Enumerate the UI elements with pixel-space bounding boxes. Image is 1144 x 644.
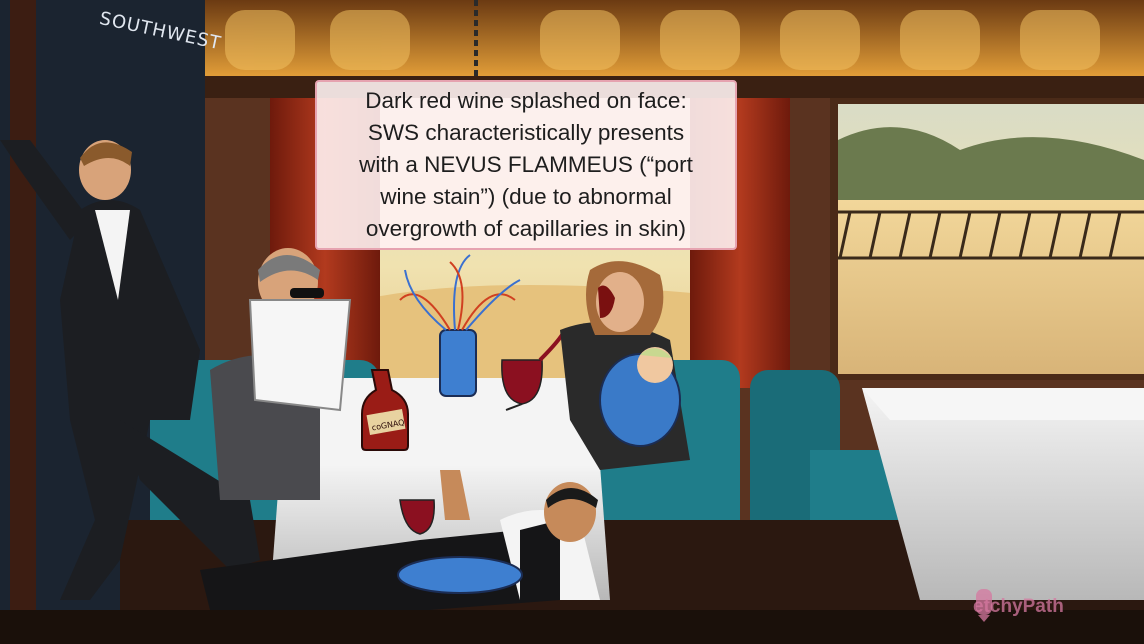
caption-text: Dark red wine splashed on face: SWS char… bbox=[359, 85, 693, 245]
caption-line-1: Dark red wine splashed on face: bbox=[365, 88, 687, 113]
port-wine-stain bbox=[598, 285, 615, 318]
running-man bbox=[0, 140, 260, 600]
serving-tray bbox=[397, 556, 523, 594]
falling-glass bbox=[399, 499, 435, 535]
menu bbox=[248, 299, 352, 412]
pencil-icon bbox=[976, 589, 992, 622]
caption-line-2: SWS characteristically presents bbox=[367, 120, 685, 145]
caption-line-5: overgrowth of capillaries in skin) bbox=[365, 216, 687, 241]
empty-table bbox=[862, 388, 1144, 600]
vase bbox=[439, 329, 477, 397]
caption-line-4: wine stain”) (due to abnormal bbox=[380, 184, 672, 209]
man-reading-menu bbox=[210, 248, 352, 500]
wine-glass bbox=[501, 359, 543, 405]
sketchy-logo: etchyPath bbox=[973, 587, 1064, 627]
caption-callout: Dark red wine splashed on face: SWS char… bbox=[315, 80, 737, 250]
logo-text: etchyPath bbox=[973, 596, 1064, 617]
woman-with-baby bbox=[560, 261, 690, 470]
caption-line-3: with a NEVUS FLAMMEUS (“port bbox=[359, 152, 693, 177]
fallen-waiter bbox=[200, 470, 600, 620]
